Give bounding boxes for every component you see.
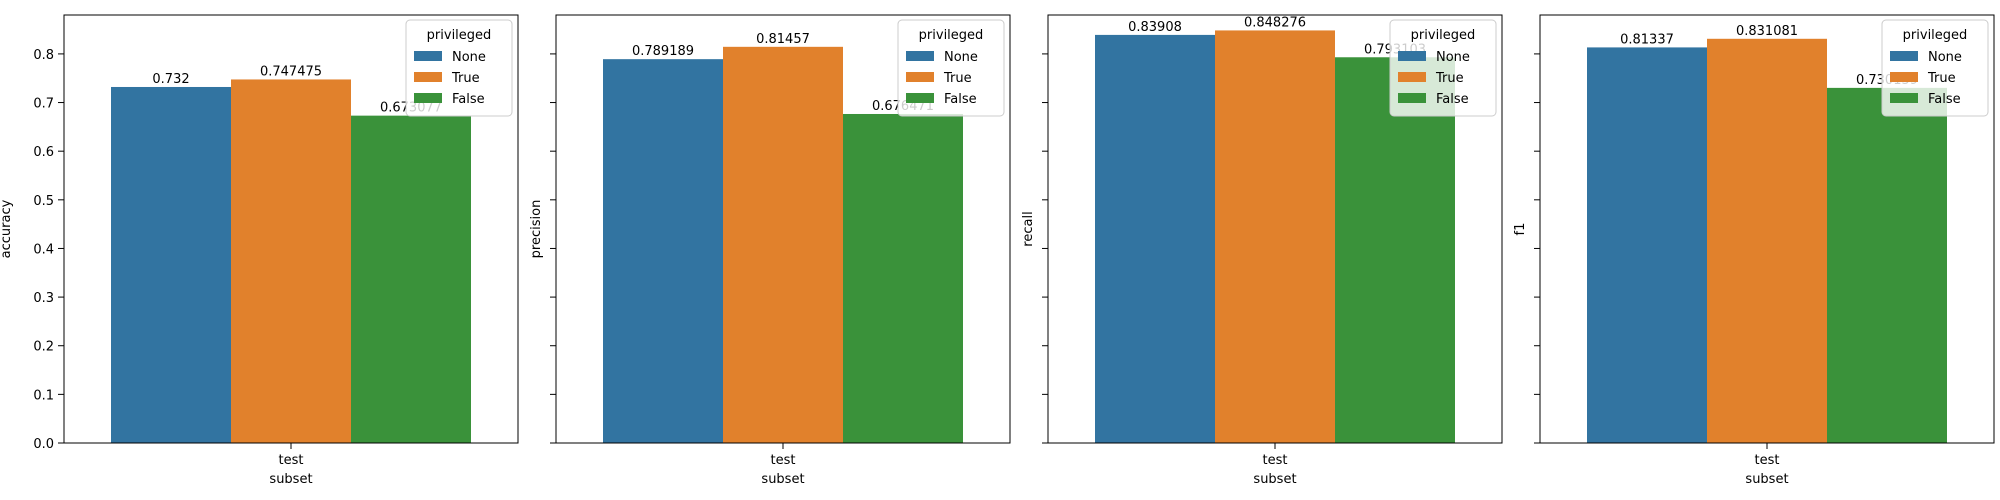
legend-title: privileged bbox=[1411, 28, 1476, 43]
legend-label-false: False bbox=[1928, 92, 1961, 107]
y-tick-label: 0.8 bbox=[33, 48, 54, 63]
y-tick-label: 0.3 bbox=[33, 291, 54, 306]
y-tick-label: 0.1 bbox=[33, 388, 54, 403]
data-label: 0.81457 bbox=[756, 32, 810, 47]
legend-label-none: None bbox=[1436, 50, 1470, 65]
x-tick-label: test bbox=[279, 453, 304, 468]
bar-none bbox=[1095, 34, 1215, 443]
data-label: 0.732 bbox=[152, 72, 189, 87]
y-tick-label: 0.5 bbox=[33, 194, 54, 209]
chart-panel-precision: 0.7891890.814570.676471testsubsetprecisi… bbox=[529, 14, 1011, 487]
legend-swatch-true bbox=[1398, 72, 1426, 82]
x-tick-label: test bbox=[1755, 453, 1780, 468]
y-tick-label: 0.0 bbox=[33, 437, 54, 452]
bar-none bbox=[1587, 47, 1707, 444]
data-label: 0.83908 bbox=[1128, 20, 1182, 35]
legend-label-none: None bbox=[452, 50, 486, 65]
x-axis-label: subset bbox=[269, 472, 312, 487]
legend-swatch-true bbox=[1890, 72, 1918, 82]
bar-false bbox=[1827, 87, 1947, 444]
bar-true bbox=[1215, 30, 1335, 443]
legend-label-true: True bbox=[1927, 71, 1956, 86]
legend-swatch-false bbox=[414, 93, 442, 103]
legend: privileged None True False bbox=[1389, 19, 1497, 117]
legend-box bbox=[1881, 19, 1989, 117]
bar-true bbox=[1707, 38, 1827, 444]
bar-true bbox=[723, 46, 843, 443]
legend-label-none: None bbox=[1928, 50, 1962, 65]
legend-swatch-false bbox=[1890, 93, 1918, 103]
legend-swatch-none bbox=[1890, 51, 1918, 61]
legend-label-none: None bbox=[944, 50, 978, 65]
y-axis-label: f1 bbox=[1513, 223, 1528, 236]
legend-swatch-true bbox=[414, 72, 442, 82]
x-tick-label: test bbox=[1263, 453, 1288, 468]
y-axis-label: recall bbox=[1021, 211, 1036, 246]
bar-false bbox=[843, 113, 963, 443]
bar-false bbox=[351, 115, 471, 443]
bar-false bbox=[1335, 57, 1455, 443]
x-tick-label: test bbox=[771, 453, 796, 468]
legend-swatch-none bbox=[906, 51, 934, 61]
legend-label-false: False bbox=[452, 92, 485, 107]
legend-label-true: True bbox=[1435, 71, 1464, 86]
legend-swatch-none bbox=[414, 51, 442, 61]
y-tick-label: 0.7 bbox=[33, 97, 54, 112]
legend-box bbox=[1389, 19, 1497, 117]
y-tick-label: 0.2 bbox=[33, 340, 54, 355]
legend: privileged None True False bbox=[405, 19, 513, 117]
bar-none bbox=[603, 59, 723, 443]
y-tick-label: 0.6 bbox=[33, 145, 54, 160]
y-axis-label: accuracy bbox=[0, 199, 14, 258]
legend-swatch-true bbox=[906, 72, 934, 82]
legend-label-false: False bbox=[1436, 92, 1469, 107]
legend: privileged None True False bbox=[1881, 19, 1989, 117]
legend-box bbox=[897, 19, 1005, 117]
chart-panel-f1: 0.813370.8310810.730159testsubsetf1privi… bbox=[1513, 14, 1995, 487]
data-label: 0.789189 bbox=[632, 44, 694, 59]
legend-label-false: False bbox=[944, 92, 977, 107]
legend-title: privileged bbox=[919, 28, 984, 43]
x-axis-label: subset bbox=[761, 472, 804, 487]
y-tick-label: 0.4 bbox=[33, 242, 54, 257]
data-label: 0.831081 bbox=[1736, 24, 1798, 39]
legend-swatch-false bbox=[906, 93, 934, 103]
legend-title: privileged bbox=[1903, 28, 1968, 43]
data-label: 0.747475 bbox=[260, 64, 322, 79]
legend-box bbox=[405, 19, 513, 117]
legend-title: privileged bbox=[427, 28, 492, 43]
legend: privileged None True False bbox=[897, 19, 1005, 117]
legend-swatch-false bbox=[1398, 93, 1426, 103]
bar-none bbox=[111, 86, 231, 444]
data-label: 0.848276 bbox=[1244, 15, 1306, 30]
y-axis-label: precision bbox=[529, 200, 544, 259]
bar-true bbox=[231, 79, 351, 444]
x-axis-label: subset bbox=[1745, 472, 1788, 487]
chart-panel-recall: 0.839080.8482760.793103testsubsetrecallp… bbox=[1021, 14, 1503, 487]
chart-panel-accuracy: 0.0 0.1 0.2 0.3 0.4 0.5 0.6 0.7 0.8 0.732 0.747475… bbox=[0, 14, 519, 487]
legend-label-true: True bbox=[943, 71, 972, 86]
legend-swatch-none bbox=[1398, 51, 1426, 61]
data-label: 0.81337 bbox=[1620, 32, 1674, 47]
legend-label-true: True bbox=[451, 71, 480, 86]
x-axis-label: subset bbox=[1253, 472, 1296, 487]
